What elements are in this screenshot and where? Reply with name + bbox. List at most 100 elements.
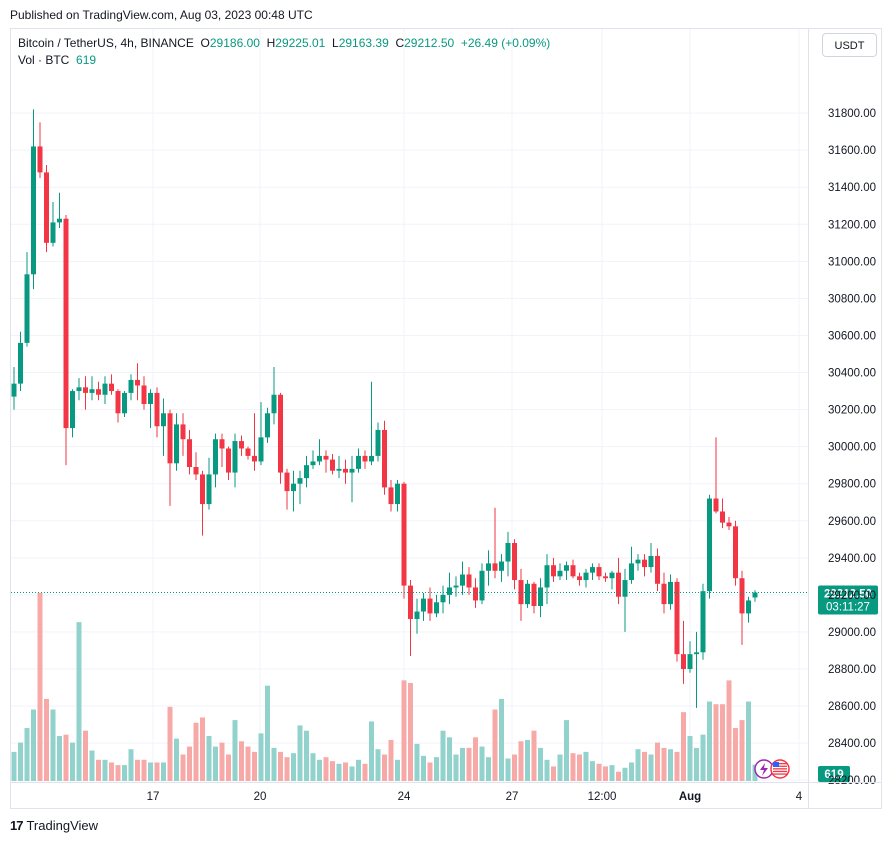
- candle: [213, 433, 218, 488]
- volume-bar: [11, 751, 17, 781]
- candle-body: [11, 383, 17, 397]
- candle: [596, 563, 602, 581]
- candle-body: [453, 585, 459, 588]
- volume-bar: [681, 712, 686, 781]
- legend-vol-value: 619: [76, 53, 97, 67]
- volume-bar: [44, 698, 49, 781]
- price-tick-label: 28600.00: [828, 701, 876, 713]
- candle: [674, 578, 680, 662]
- candle: [89, 376, 95, 401]
- candle: [258, 402, 264, 466]
- volume-bar: [258, 733, 264, 781]
- candle: [193, 452, 199, 480]
- candle: [226, 446, 231, 480]
- us-flag-event-icon: [770, 759, 790, 779]
- price-tick-label: 28800.00: [828, 664, 876, 676]
- candles: [11, 109, 758, 708]
- volume-bar: [538, 747, 543, 781]
- candle-body: [655, 555, 660, 584]
- candle: [583, 568, 589, 588]
- time-tick-label: 24: [398, 791, 411, 803]
- us-flag-stripe: [773, 770, 787, 773]
- candle-body: [414, 611, 420, 619]
- candle: [635, 554, 641, 571]
- candle: [323, 450, 329, 473]
- currency-button[interactable]: USDT: [822, 33, 877, 57]
- volume-bar: [388, 739, 394, 781]
- price-axis: 28200.00 28400.00 28600.00 28800.00 29000.00…: [808, 29, 876, 808]
- candle-body: [245, 448, 251, 456]
- candle-body: [37, 146, 43, 173]
- volume-bar: [239, 741, 244, 781]
- candle-body: [681, 654, 686, 669]
- tradingview-logo[interactable]: 17 TradingView: [10, 818, 98, 833]
- volume-bar: [226, 754, 231, 781]
- legend-open-label: O: [200, 36, 210, 50]
- candle-body: [343, 468, 348, 473]
- price-tick-label: 28400.00: [828, 738, 876, 750]
- tradingview-logo-icon: 17: [10, 818, 24, 833]
- volume-bar: [408, 683, 413, 781]
- candle-body: [674, 581, 680, 655]
- volume-bar: [570, 753, 576, 781]
- candle: [707, 494, 712, 599]
- tradingview-brand: TradingView: [26, 818, 99, 833]
- volume-bar: [50, 709, 56, 781]
- candle: [310, 450, 316, 469]
- candle-body: [167, 413, 173, 464]
- price-tick-label: 30600.00: [828, 330, 876, 342]
- candle: [44, 164, 49, 253]
- candle: [557, 563, 563, 581]
- volume-bar: [161, 762, 166, 781]
- volume-bar: [440, 730, 446, 781]
- us-flag-stripe: [773, 773, 787, 775]
- candle: [135, 363, 140, 401]
- price-tick-label: 31600.00: [828, 145, 876, 157]
- candle-body: [642, 559, 647, 568]
- candle: [336, 455, 342, 479]
- candle: [421, 593, 426, 621]
- candle: [408, 580, 413, 657]
- volume-bar: [486, 757, 491, 781]
- candle: [687, 641, 693, 673]
- candle-body: [336, 468, 342, 471]
- last-price-label: 29212.50: [824, 589, 872, 601]
- candle: [473, 578, 478, 608]
- candle: [434, 594, 439, 618]
- candle-body: [427, 598, 433, 614]
- volume-bar: [525, 739, 530, 781]
- candle-body: [603, 576, 608, 579]
- candle-body: [31, 146, 36, 275]
- volume-bar: [18, 742, 23, 781]
- volume-bar: [421, 755, 426, 781]
- volume-bar: [557, 754, 563, 781]
- candle-body: [687, 654, 693, 669]
- candle-body: [226, 448, 231, 473]
- candle: [479, 563, 485, 605]
- candle: [512, 539, 517, 590]
- volume-bar: [304, 730, 309, 781]
- candle-body: [135, 379, 140, 386]
- volume-bar: [661, 747, 667, 781]
- candle: [388, 479, 394, 512]
- legend-row-price: Bitcoin / TetherUS, 4h, BINANCE O29186.0…: [18, 35, 550, 52]
- candle: [590, 563, 595, 581]
- price-tick-label: 30000.00: [828, 442, 876, 454]
- volume-bar: [141, 759, 147, 781]
- candle-body: [362, 455, 368, 462]
- candle-body: [297, 478, 303, 484]
- candle: [694, 631, 699, 708]
- last-volume-label: 619: [824, 769, 843, 781]
- volume-bar: [232, 720, 238, 781]
- candle-body: [401, 483, 407, 586]
- price-tick-label: 31800.00: [828, 108, 876, 120]
- candle-body: [525, 583, 530, 605]
- candle-body: [388, 487, 394, 505]
- volume-bar: [427, 762, 433, 781]
- candle-body: [460, 574, 465, 586]
- volume-bar: [265, 685, 270, 781]
- event-icons: [754, 759, 790, 779]
- candle: [154, 387, 160, 438]
- published-note: Published on TradingView.com, Aug 03, 20…: [10, 8, 313, 22]
